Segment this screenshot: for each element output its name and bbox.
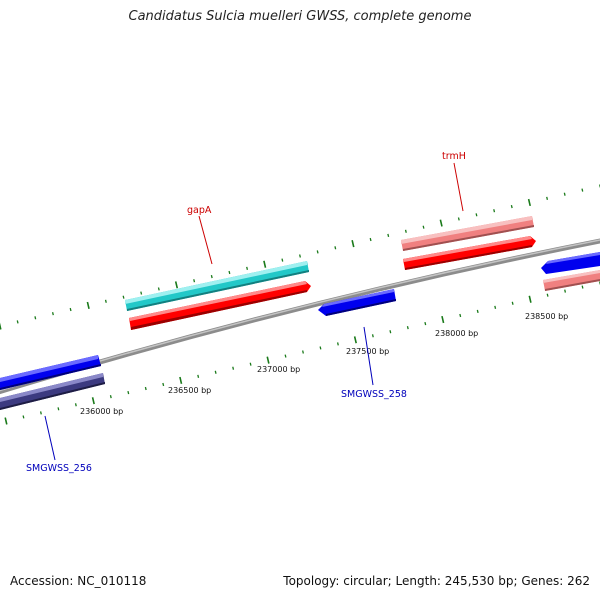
ruler-minor-tick (22, 415, 25, 419)
ruler-minor-tick (369, 237, 372, 242)
ruler-minor-tick (371, 334, 374, 338)
ruler-minor-tick (459, 313, 462, 318)
ruler-minor-tick (104, 299, 107, 303)
cds-arrow-trmH[interactable] (403, 236, 536, 270)
ruler-minor-tick (197, 374, 200, 378)
label-leader-SMGWSS_258 (363, 326, 374, 386)
ruler-minor-tick (510, 204, 513, 209)
ruler-minor-tick (336, 342, 339, 346)
ruler-minor-tick (422, 225, 425, 229)
ruler-minor-tick (246, 266, 249, 270)
label-leader-gapA (198, 215, 213, 265)
ruler-minor-tick (39, 411, 42, 415)
ruler-minor-tick (34, 316, 37, 320)
ruler-minor-tick (281, 258, 284, 262)
ruler-minor-tick (193, 279, 196, 283)
accession-text: Accession: NC_010118 (10, 574, 147, 588)
ruler-minor-tick (57, 407, 60, 411)
ruler-major-tick (441, 315, 445, 324)
ruler-minor-tick (457, 217, 460, 221)
ruler-minor-tick (476, 309, 479, 314)
cds-arrow-SMGWSS_256[interactable] (0, 355, 101, 390)
ruler-ticks-outer (0, 184, 600, 330)
ruler-minor-tick (511, 301, 514, 305)
ruler-minor-tick (127, 390, 130, 395)
ruler-label: 236500 bp (168, 386, 211, 395)
ruler-minor-tick (74, 403, 77, 407)
ruler-minor-tick (424, 321, 427, 326)
cds-arrow-right-edge[interactable] (541, 252, 600, 274)
ruler-major-tick (91, 397, 95, 405)
ruler-minor-tick (302, 350, 304, 354)
ruler-minor-tick (319, 346, 322, 350)
ruler-minor-tick (546, 196, 549, 200)
ruler-minor-tick (581, 285, 584, 289)
label-leader-SMGWSS_256 (44, 415, 56, 461)
gene-label-trmH: trmH (442, 151, 466, 162)
ruler-minor-tick (404, 229, 407, 233)
ruler-minor-tick (493, 209, 496, 213)
ruler-minor-tick (406, 326, 409, 330)
cds-arrow-gapA[interactable] (129, 281, 311, 330)
ruler-minor-tick (564, 289, 567, 293)
ruler-minor-tick (249, 362, 252, 366)
ruler-minor-tick (232, 366, 235, 370)
map-title: Candidatus Sulcia muelleri GWSS, complet… (128, 9, 472, 24)
ruler-minor-tick (563, 192, 566, 196)
ruler-minor-tick (334, 246, 337, 250)
ruler-minor-tick (109, 395, 112, 399)
ruler-minor-tick (284, 354, 287, 358)
ruler-minor-tick (581, 188, 584, 192)
gene-feature-SMGWSS_256[interactable] (0, 373, 105, 410)
ruler-minor-tick (228, 270, 231, 275)
ruler-minor-tick (389, 330, 392, 334)
ruler-minor-tick (162, 382, 165, 387)
ruler-ticks-inner (4, 281, 600, 425)
ruler-major-tick (266, 356, 270, 364)
ruler-minor-tick (210, 274, 213, 279)
ruler-minor-tick (546, 293, 549, 297)
ruler-major-tick (86, 301, 90, 310)
ruler-major-tick (351, 240, 355, 248)
genome-summary-text: Topology: circular; Length: 245,530 bp; … (283, 574, 590, 588)
ruler-label: 238500 bp (525, 312, 568, 321)
gene-label-gapA: gapA (187, 205, 212, 216)
ruler-major-tick (528, 295, 532, 303)
gene-label-SMGWSS_256: SMGWSS_256 (26, 463, 92, 474)
ruler-minor-tick (51, 312, 54, 316)
gene-feature-right-edge[interactable] (543, 270, 600, 291)
ruler-label: 236000 bp (80, 407, 123, 416)
ruler-minor-tick (157, 287, 160, 291)
label-leader-trmH (453, 162, 464, 212)
ruler-minor-tick (140, 291, 143, 295)
gene-label-SMGWSS_258: SMGWSS_258 (341, 389, 407, 400)
ruler-major-tick (4, 417, 8, 425)
ruler-minor-tick (69, 307, 72, 312)
ruler-major-tick (263, 260, 267, 268)
ruler-minor-tick (299, 254, 301, 258)
ruler-major-tick (353, 336, 357, 344)
gene-feature-trmH[interactable] (401, 216, 534, 251)
ruler-minor-tick (144, 386, 147, 391)
ruler-minor-tick (475, 213, 478, 217)
ruler-minor-tick (122, 295, 125, 299)
ruler-minor-tick (16, 320, 19, 324)
ruler-major-tick (0, 322, 2, 330)
ruler-minor-tick (494, 305, 497, 309)
ruler-major-tick (174, 281, 179, 289)
cds-arrow-SMGWSS_258[interactable] (318, 289, 396, 316)
ruler-minor-tick (316, 250, 319, 254)
ruler-major-tick (527, 198, 531, 207)
ruler-minor-tick (387, 233, 390, 238)
ruler-minor-tick (214, 370, 217, 374)
ruler-label: 237000 bp (257, 365, 300, 374)
gene-feature-gapA[interactable] (125, 261, 309, 311)
ruler-major-tick (179, 376, 183, 385)
ruler-label: 238000 bp (435, 329, 478, 338)
ruler-major-tick (439, 219, 443, 227)
